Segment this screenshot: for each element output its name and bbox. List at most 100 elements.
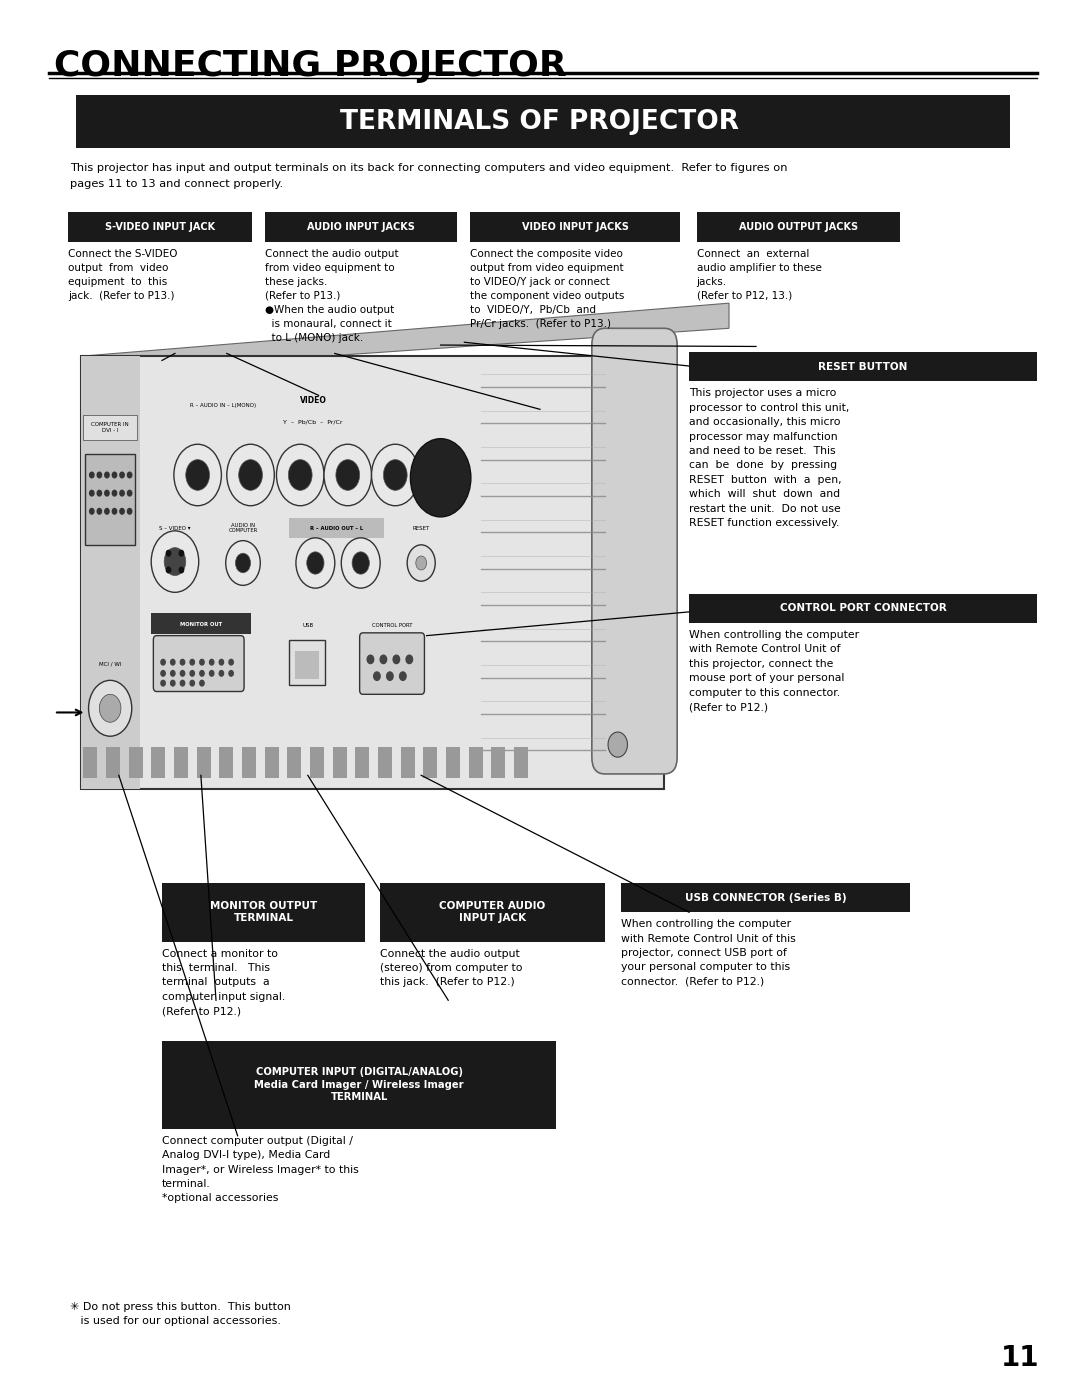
- Text: 11: 11: [1001, 1344, 1040, 1372]
- FancyBboxPatch shape: [380, 883, 605, 942]
- Text: AUDIO OUTPUT JACKS: AUDIO OUTPUT JACKS: [739, 222, 858, 232]
- FancyBboxPatch shape: [689, 594, 1037, 623]
- Text: RESET: RESET: [413, 525, 430, 531]
- Circle shape: [367, 655, 374, 664]
- Circle shape: [99, 694, 121, 722]
- Circle shape: [229, 659, 233, 665]
- Circle shape: [166, 567, 171, 573]
- Circle shape: [200, 680, 204, 686]
- Circle shape: [105, 490, 109, 496]
- Circle shape: [174, 444, 221, 506]
- Circle shape: [161, 680, 165, 686]
- Bar: [378, 747, 392, 778]
- Circle shape: [372, 444, 419, 506]
- FancyBboxPatch shape: [162, 1041, 556, 1129]
- Text: MONITOR OUTPUT
TERMINAL: MONITOR OUTPUT TERMINAL: [210, 901, 318, 923]
- FancyBboxPatch shape: [697, 212, 900, 242]
- Text: Connect a monitor to
this  terminal.   This
terminal  outputs  a
computer input : Connect a monitor to this terminal. This…: [162, 949, 285, 1016]
- Circle shape: [210, 659, 214, 665]
- Circle shape: [105, 472, 109, 478]
- Circle shape: [416, 556, 427, 570]
- FancyBboxPatch shape: [295, 651, 319, 679]
- Circle shape: [171, 680, 175, 686]
- Bar: [401, 747, 415, 778]
- Circle shape: [179, 550, 184, 556]
- Text: Y  –  Pb/Cb  –  Pr/Cr: Y – Pb/Cb – Pr/Cr: [283, 419, 343, 425]
- Circle shape: [161, 671, 165, 676]
- Circle shape: [410, 439, 471, 517]
- Text: COMPUTER INPUT (DIGITAL/ANALOG)
Media Card Imager / Wireless Imager
TERMINAL: COMPUTER INPUT (DIGITAL/ANALOG) Media Ca…: [254, 1067, 464, 1102]
- Text: CONTROL PORT CONNECTOR: CONTROL PORT CONNECTOR: [780, 604, 946, 613]
- Text: CONTROL PORT: CONTROL PORT: [372, 623, 413, 629]
- Text: CONNECTING PROJECTOR: CONNECTING PROJECTOR: [54, 49, 567, 82]
- Circle shape: [120, 490, 124, 496]
- Text: S – VIDEO ▾: S – VIDEO ▾: [159, 525, 191, 531]
- FancyBboxPatch shape: [470, 212, 680, 242]
- Circle shape: [164, 548, 186, 576]
- Circle shape: [190, 680, 194, 686]
- Circle shape: [186, 460, 210, 490]
- FancyBboxPatch shape: [621, 883, 910, 912]
- Circle shape: [90, 490, 94, 496]
- FancyBboxPatch shape: [85, 454, 135, 545]
- Text: This projector uses a micro
processor to control this unit,
and occasionally, th: This projector uses a micro processor to…: [689, 388, 849, 528]
- Text: R – AUDIO OUT – L: R – AUDIO OUT – L: [310, 525, 364, 531]
- Circle shape: [180, 659, 185, 665]
- Circle shape: [407, 545, 435, 581]
- FancyBboxPatch shape: [592, 328, 677, 774]
- Text: COMPUTER AUDIO
INPUT JACK: COMPUTER AUDIO INPUT JACK: [440, 901, 545, 923]
- Circle shape: [227, 444, 274, 506]
- Text: Connect computer output (Digital /
Analog DVI-I type), Media Card
Imager*, or Wi: Connect computer output (Digital / Analo…: [162, 1136, 359, 1203]
- FancyBboxPatch shape: [162, 883, 365, 942]
- FancyBboxPatch shape: [68, 212, 252, 242]
- Text: ✳ Do not press this button.  This button
   is used for our optional accessories: ✳ Do not press this button. This button …: [70, 1302, 292, 1326]
- Bar: [129, 747, 143, 778]
- FancyBboxPatch shape: [151, 613, 251, 634]
- Text: When controlling the computer
with Remote Control Unit of this
projector, connec: When controlling the computer with Remot…: [621, 919, 796, 986]
- FancyBboxPatch shape: [289, 518, 384, 538]
- Circle shape: [276, 444, 324, 506]
- Circle shape: [105, 509, 109, 514]
- FancyBboxPatch shape: [81, 356, 664, 789]
- Circle shape: [393, 655, 400, 664]
- Circle shape: [112, 509, 117, 514]
- Bar: [265, 747, 279, 778]
- Bar: [423, 747, 437, 778]
- Circle shape: [127, 490, 132, 496]
- Circle shape: [341, 538, 380, 588]
- Circle shape: [288, 460, 312, 490]
- Circle shape: [383, 460, 407, 490]
- Text: MCI / WI: MCI / WI: [99, 661, 121, 666]
- Text: AUDIO INPUT JACKS: AUDIO INPUT JACKS: [307, 222, 415, 232]
- FancyBboxPatch shape: [153, 636, 244, 692]
- Text: Connect the composite video
output from video equipment
to VIDEO/Y jack or conne: Connect the composite video output from …: [470, 249, 624, 328]
- Circle shape: [219, 671, 224, 676]
- Circle shape: [352, 552, 369, 574]
- Bar: [106, 747, 120, 778]
- Circle shape: [219, 659, 224, 665]
- Circle shape: [406, 655, 413, 664]
- Circle shape: [226, 541, 260, 585]
- Circle shape: [120, 509, 124, 514]
- Bar: [219, 747, 233, 778]
- Circle shape: [380, 655, 387, 664]
- Text: VIDEO: VIDEO: [300, 397, 326, 405]
- Circle shape: [112, 490, 117, 496]
- FancyBboxPatch shape: [81, 356, 140, 789]
- Circle shape: [374, 672, 380, 680]
- Bar: [333, 747, 347, 778]
- Bar: [355, 747, 369, 778]
- Text: When controlling the computer
with Remote Control Unit of
this projector, connec: When controlling the computer with Remot…: [689, 630, 860, 712]
- Circle shape: [161, 659, 165, 665]
- Circle shape: [90, 509, 94, 514]
- FancyBboxPatch shape: [289, 640, 325, 685]
- Bar: [151, 747, 165, 778]
- Text: This projector has input and output terminals on its back for connecting compute: This projector has input and output term…: [70, 163, 787, 173]
- Text: S-VIDEO INPUT JACK: S-VIDEO INPUT JACK: [105, 222, 215, 232]
- Polygon shape: [81, 303, 729, 373]
- Bar: [469, 747, 483, 778]
- Text: USB: USB: [302, 623, 313, 629]
- Circle shape: [151, 531, 199, 592]
- Text: COMPUTER IN
DVI - I: COMPUTER IN DVI - I: [92, 422, 129, 433]
- Circle shape: [90, 472, 94, 478]
